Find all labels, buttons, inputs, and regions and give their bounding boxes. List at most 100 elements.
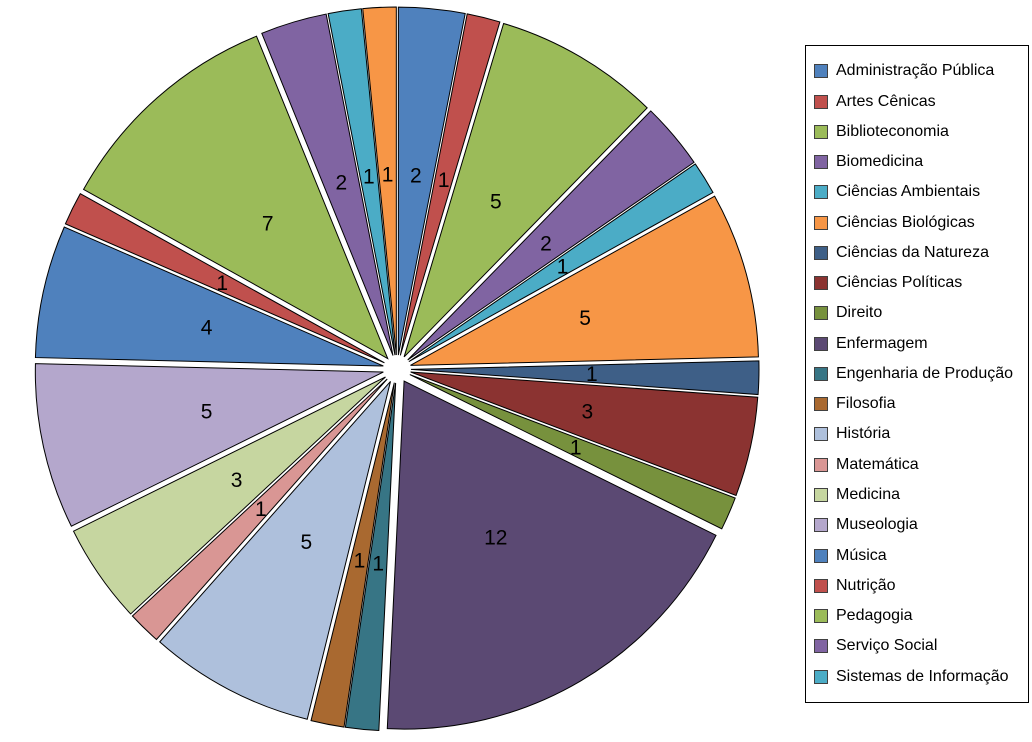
legend-swatch-icon <box>814 548 828 563</box>
pie-slice-nutricao[interactable] <box>64 192 385 364</box>
legend-item-direito[interactable]: Direito <box>814 305 1026 321</box>
data-label-biblioteconomia: 5 <box>490 190 502 213</box>
data-label-pedagogia: 7 <box>262 212 274 235</box>
legend-item-artes-cenicas[interactable]: Artes Cênicas <box>814 92 1026 110</box>
legend-item-label: Serviço Social <box>836 637 938 655</box>
pie-slice-artes-cenicas[interactable] <box>399 13 501 356</box>
legend-swatch-icon <box>814 487 828 502</box>
legend-item-label: Artes Cênicas <box>836 92 936 110</box>
legend-item-nutricao[interactable]: Nutrição <box>814 576 1026 594</box>
legend-swatch-icon <box>814 94 828 109</box>
legend-item-administracao-publica[interactable]: Administração Pública <box>814 63 1026 79</box>
legend-swatch-icon <box>814 578 828 593</box>
legend-item-engenharia-de-producao[interactable]: Engenharia de Produção <box>814 364 1026 382</box>
legend-item-label: Matemática <box>836 455 919 473</box>
data-label-servico-social: 2 <box>335 172 347 195</box>
legend-item-ciencias-politicas[interactable]: Ciências Políticas <box>814 275 1026 291</box>
legend-item-label: Música <box>836 546 887 564</box>
legend-item-biomedicina[interactable]: Biomedicina <box>814 154 1026 170</box>
pie-slice-engenharia-de-producao[interactable] <box>344 382 397 732</box>
data-label-medicina: 3 <box>231 469 243 492</box>
legend-item-label: Museologia <box>836 516 918 534</box>
legend-item-museologia[interactable]: Museologia <box>814 517 1026 533</box>
data-label-musica: 4 <box>201 316 213 339</box>
legend-swatch-icon <box>814 427 828 442</box>
legend-item-filosofia[interactable]: Filosofia <box>814 396 1026 412</box>
pie-slice-pedagogia[interactable] <box>82 35 389 360</box>
pie-slice-ciencias-da-natureza[interactable] <box>410 360 760 396</box>
legend-swatch-icon <box>814 609 828 624</box>
pie-slice-ciencias-politicas[interactable] <box>410 371 759 497</box>
legend-item-label: Ciências Políticas <box>836 274 963 292</box>
legend-item-label: Pedagogia <box>836 607 913 625</box>
legend-item-pedagogia[interactable]: Pedagogia <box>814 608 1026 624</box>
legend-swatch-icon <box>814 215 828 230</box>
legend-swatch-icon <box>814 669 828 684</box>
pie-slice-matematica[interactable] <box>131 378 388 641</box>
legend-item-sistemas-de-informacao[interactable]: Sistemas de Informação <box>814 668 1026 685</box>
pie-slice-sistemas-de-informacao[interactable] <box>327 8 396 356</box>
legend-swatch-icon <box>814 397 828 412</box>
legend-swatch-icon <box>814 64 828 79</box>
legend: Administração Pública Artes Cênicas Biblio… <box>805 45 1029 703</box>
legend-item-ciencias-ambientais[interactable]: Ciências Ambientais <box>814 184 1026 200</box>
legend-swatch-icon <box>814 155 828 170</box>
pie-slice-museologia[interactable] <box>34 363 384 527</box>
data-label-museologia: 5 <box>201 400 213 423</box>
data-label-sistemas-de-informacao: 1 <box>363 165 375 188</box>
pie-slice-medicina[interactable] <box>72 376 386 615</box>
legend-item-ciencias-da-natureza[interactable]: Ciências da Natureza <box>814 243 1026 261</box>
legend-item-label: Medicina <box>836 485 901 503</box>
pie-slice-enfermagem[interactable] <box>386 380 717 730</box>
data-label-matematica: 1 <box>255 498 267 521</box>
pie-slice-ciencias-biologicas[interactable] <box>410 195 759 366</box>
legend-item-label: Biomedicina <box>836 153 924 171</box>
data-label-ciencias-da-natureza: 1 <box>586 363 598 386</box>
legend-item-biblioteconomia[interactable]: Biblioteconomia <box>814 122 1026 140</box>
pie-slice-direito[interactable] <box>409 374 736 530</box>
data-label-ciencias-politicas: 3 <box>582 400 594 423</box>
pie-slice-biomedicina[interactable] <box>407 110 695 361</box>
legend-swatch-icon <box>814 306 828 321</box>
legend-swatch-icon <box>814 124 828 139</box>
data-label-enfermagem: 12 <box>484 526 507 549</box>
pie-slice-unlisted[interactable] <box>362 6 397 356</box>
legend-item-matematica[interactable]: Matemática <box>814 455 1026 473</box>
legend-swatch-icon <box>814 366 828 381</box>
legend-item-label: Biblioteconomia <box>836 122 949 140</box>
pie-slice-ciencias-ambientais[interactable] <box>408 163 714 363</box>
data-label-biomedicina: 2 <box>540 233 552 256</box>
legend-item-label: História <box>836 425 891 443</box>
legend-item-label: Engenharia de Produção <box>836 364 1014 382</box>
legend-swatch-icon <box>814 185 828 200</box>
pie-slice-filosofia[interactable] <box>310 382 395 728</box>
legend-item-enfermagem[interactable]: Enfermagem <box>814 334 1026 352</box>
legend-swatch-icon <box>814 639 828 654</box>
pie-slice-administracao-publica[interactable] <box>397 6 466 356</box>
pie-slice-musica[interactable] <box>34 226 384 367</box>
legend-item-musica[interactable]: Música <box>814 546 1026 564</box>
legend-swatch-icon <box>814 518 828 533</box>
data-label-artes-cenicas: 1 <box>438 169 450 192</box>
pie-slice-biblioteconomia[interactable] <box>403 22 648 358</box>
pie-slice-historia[interactable] <box>159 381 391 720</box>
data-label-direito: 1 <box>570 436 582 459</box>
data-label-nutricao: 1 <box>216 272 228 295</box>
legend-item-ciencias-biologicas[interactable]: Ciências Biológicas <box>814 213 1026 231</box>
data-label-administracao-publica: 2 <box>410 164 422 187</box>
legend-item-servico-social[interactable]: Serviço Social <box>814 638 1026 654</box>
data-label-unlisted: 1 <box>382 164 394 187</box>
legend-item-medicina[interactable]: Medicina <box>814 485 1026 503</box>
legend-item-label: Ciências da Natureza <box>836 243 989 261</box>
legend-item-label: Ciências Biológicas <box>836 213 975 231</box>
legend-item-label: Nutrição <box>836 576 896 594</box>
pie-slice-servico-social[interactable] <box>261 13 394 356</box>
data-label-ciencias-biologicas: 5 <box>579 307 591 330</box>
legend-item-label: Enfermagem <box>836 334 928 352</box>
legend-item-historia[interactable]: História <box>814 426 1026 442</box>
legend-swatch-icon <box>814 457 828 472</box>
legend-item-label: Direito <box>836 304 883 322</box>
data-label-historia: 5 <box>301 531 313 554</box>
